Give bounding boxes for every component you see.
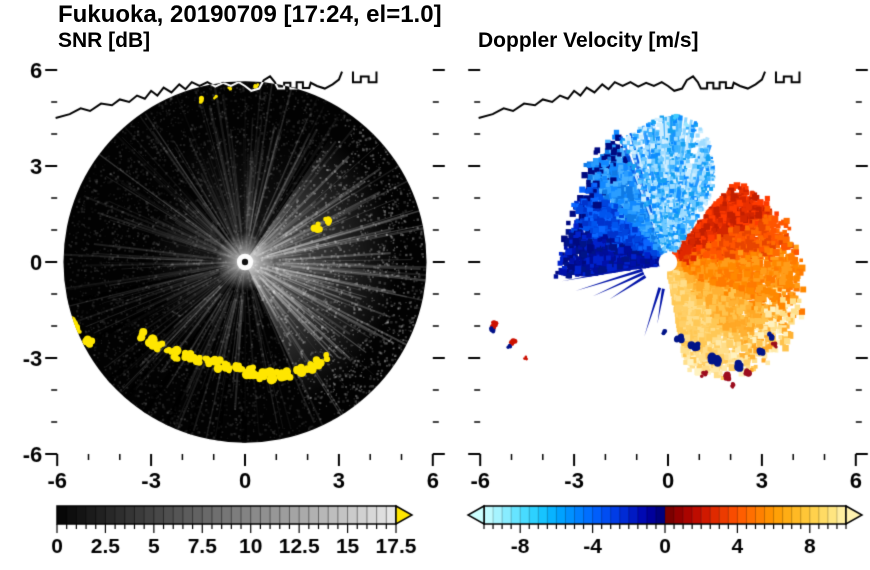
figure-title: Fukuoka, 20190709 [17:24, el=1.0] (58, 1, 442, 28)
doppler-radar-plot (450, 55, 870, 495)
snr-colorbar (8, 495, 460, 570)
doppler-panel-title: Doppler Velocity [m/s] (478, 29, 699, 52)
snr-radar-plot (8, 55, 460, 495)
snr-panel-title: SNR [dB] (58, 29, 151, 52)
doppler-colorbar (450, 495, 870, 570)
